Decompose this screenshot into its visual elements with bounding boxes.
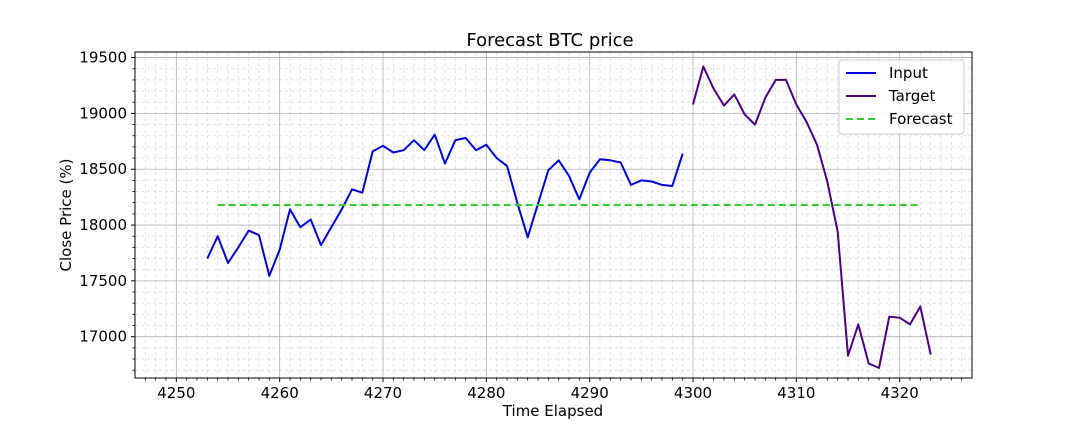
- legend-label-target: Target: [888, 87, 936, 105]
- y-tick-label: 18000: [79, 216, 127, 234]
- ticks: 4250 4260 4270 4280 4290 4300 4310 4320 17000 175…: [79, 49, 963, 402]
- plot-frame: [134, 51, 973, 379]
- series-line-input: [206, 133, 684, 277]
- y-axis-label: Close Price (%): [57, 159, 75, 272]
- x-tick-label: 4280: [467, 384, 505, 402]
- y-tick-label: 18500: [79, 160, 127, 178]
- x-axis-label: Time Elapsed: [502, 402, 603, 420]
- legend-box: [838, 59, 965, 135]
- x-tick-label: 4250: [157, 384, 195, 402]
- x-tick-label: 4320: [881, 384, 919, 402]
- y-tick-label: 17000: [79, 328, 127, 346]
- x-tick-label: 4310: [777, 384, 815, 402]
- chart-title: Forecast BTC price: [466, 30, 633, 51]
- y-tick-label: 19500: [79, 49, 127, 67]
- x-tick-label: 4300: [674, 384, 712, 402]
- grid-major: [135, 52, 972, 378]
- x-tick-label: 4260: [261, 384, 299, 402]
- legend: Input Target Forecast: [838, 59, 965, 135]
- legend-label-input: Input: [889, 64, 928, 82]
- x-tick-label: 4270: [364, 384, 402, 402]
- legend-label-forecast: Forecast: [889, 110, 953, 128]
- y-tick-label: 19000: [79, 104, 127, 122]
- x-tick-label: 4290: [571, 384, 609, 402]
- y-tick-label: 17500: [79, 272, 127, 290]
- plot-background: [135, 52, 972, 378]
- series-layer: [206, 65, 932, 369]
- series-line-target: [692, 65, 932, 369]
